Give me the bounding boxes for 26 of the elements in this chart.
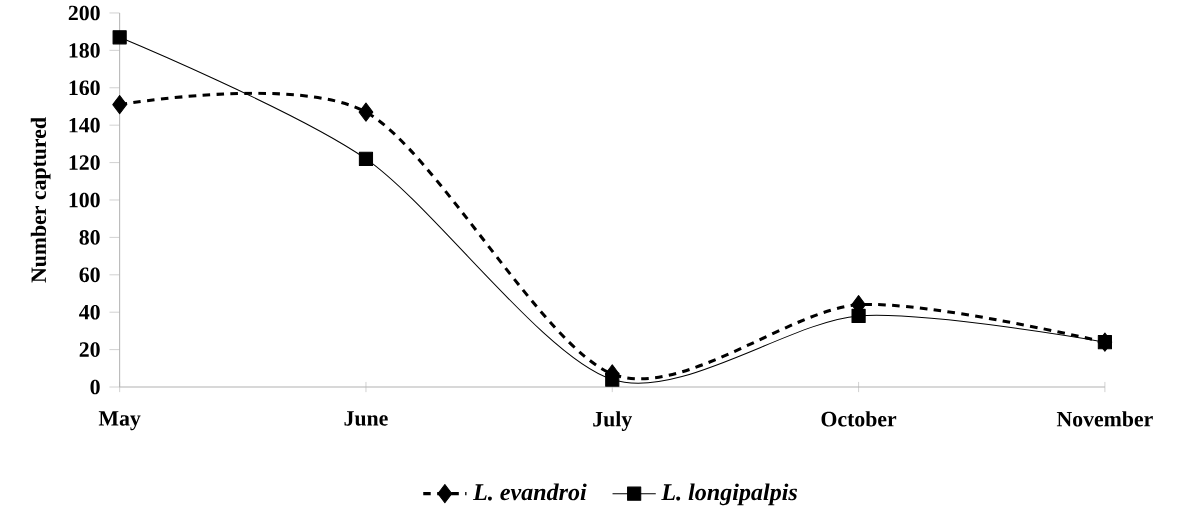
point bbox=[358, 102, 374, 122]
y-tick-label: 60 bbox=[79, 267, 100, 283]
y-tick-label: 140 bbox=[69, 117, 100, 133]
y-tick-label: 200 bbox=[68, 5, 100, 21]
point bbox=[358, 151, 374, 166]
x-tick-label: November bbox=[1056, 411, 1153, 427]
y-tick-label: 80 bbox=[79, 230, 100, 245]
y-tick-label: 180 bbox=[69, 43, 100, 58]
x-tick-label: June bbox=[344, 411, 388, 426]
y-tick-label: 160 bbox=[69, 80, 100, 96]
y-tick-label: 0 bbox=[90, 379, 100, 395]
y-tick-label: 40 bbox=[79, 304, 100, 320]
legend-label: L. longipalpis bbox=[661, 483, 798, 506]
x-tick-label: October bbox=[821, 411, 897, 427]
point bbox=[112, 30, 127, 45]
point bbox=[605, 372, 620, 387]
y-tick-label: 120 bbox=[69, 155, 100, 170]
x-tick-label: May bbox=[98, 411, 141, 431]
legend-label: L. evandroi bbox=[472, 483, 587, 501]
y-tick-label: 100 bbox=[69, 192, 100, 208]
point bbox=[112, 94, 127, 115]
point bbox=[851, 308, 866, 323]
y-tick-label: 20 bbox=[79, 342, 100, 357]
y-axis-title: Number captured bbox=[30, 117, 51, 283]
point bbox=[1097, 334, 1112, 350]
x-tick-label: July bbox=[593, 411, 633, 431]
